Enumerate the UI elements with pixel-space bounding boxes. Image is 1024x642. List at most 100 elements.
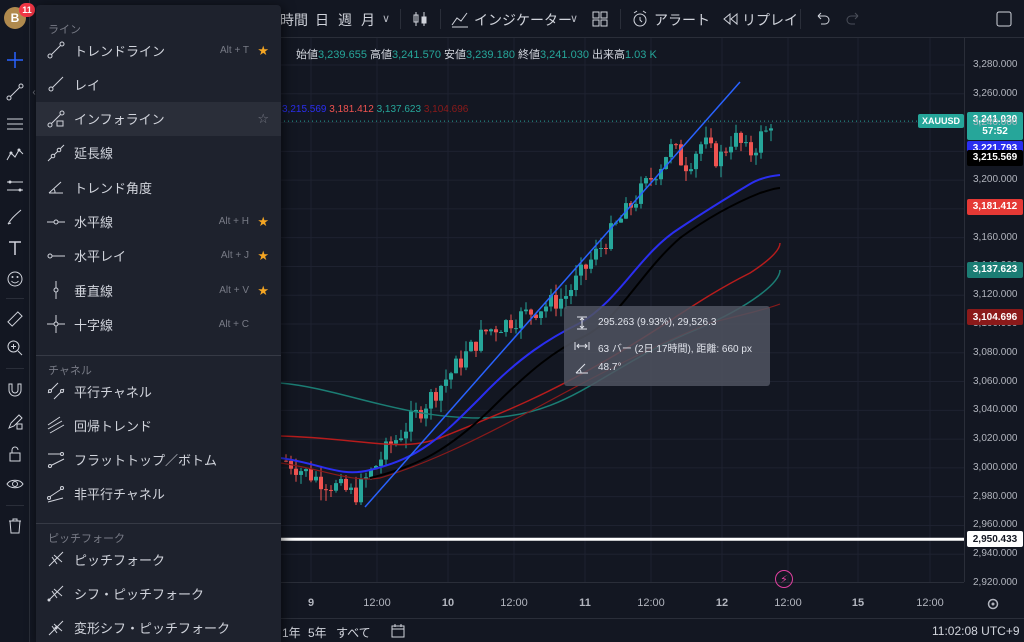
indicators-button[interactable]: インジケーター: [474, 12, 572, 28]
menu-item-pitchfork[interactable]: ピッチフォーク: [36, 542, 281, 576]
candle-body: [644, 178, 648, 184]
candle-body: [389, 441, 393, 444]
menu-item-label: 非平行チャネル: [74, 487, 165, 503]
menu-item-shortcut: Alt + H: [218, 216, 249, 227]
price-tick: 2,960.000: [973, 519, 1018, 531]
timeframe-week[interactable]: 週: [338, 12, 352, 28]
time-tick: 15: [851, 597, 865, 609]
pattern-tool-icon[interactable]: [3, 143, 27, 167]
clock-timezone[interactable]: 11:02:08 UTC+9: [932, 624, 1020, 638]
favorite-star-icon[interactable]: ★: [257, 282, 269, 298]
timeframe-month[interactable]: 月: [361, 12, 375, 28]
candle-body: [584, 264, 588, 269]
menu-item-trend-line[interactable]: トレンドライン Alt + T ★: [36, 33, 281, 67]
alert-button[interactable]: アラート: [654, 12, 710, 28]
menu-item-modified-schiff-pitchfork[interactable]: 変形シフ・ピッチフォーク: [36, 611, 281, 642]
lock-drawing-pencil-icon[interactable]: [3, 410, 27, 434]
candle-body: [679, 144, 683, 166]
trash-icon[interactable]: [3, 514, 27, 538]
ruler-icon[interactable]: [3, 307, 27, 331]
indicators-icon[interactable]: [450, 9, 470, 29]
fullscreen-icon[interactable]: [994, 9, 1014, 29]
extended-line-icon: [46, 143, 66, 163]
forecast-tool-icon[interactable]: [3, 174, 27, 198]
menu-item-ray[interactable]: レイ: [36, 67, 281, 101]
emoji-icon[interactable]: [3, 267, 27, 291]
moving-average-legend: 3,215.569 3,181.412 3,137.623 3,104.696: [282, 104, 468, 115]
toolbar-divider: [6, 298, 24, 299]
candle-body: [439, 385, 443, 401]
magnet-icon[interactable]: [3, 378, 27, 402]
menu-item-cross-line[interactable]: 十字線 Alt + C: [36, 307, 281, 341]
axis-settings-gear-icon[interactable]: [986, 597, 1000, 611]
favorite-star-icon[interactable]: ★: [257, 214, 269, 229]
collapse-chevron-icon[interactable]: ‹: [32, 86, 36, 98]
toolbar-divider: [6, 505, 24, 506]
menu-item-horizontal-ray[interactable]: 水平レイ Alt + J ★: [36, 239, 281, 273]
redo-icon[interactable]: [844, 9, 864, 29]
candle-body: [514, 328, 518, 330]
timeframe-day[interactable]: 日: [315, 12, 329, 28]
favorite-star-icon[interactable]: ★: [257, 42, 269, 58]
alarm-clock-icon[interactable]: [630, 9, 650, 29]
trend-angle-icon: [46, 177, 66, 197]
time-axis[interactable]: ⚡ 9 12:00 10 12:00 11 12:00 12 12:00 15 12:00: [280, 570, 999, 618]
eye-icon[interactable]: [3, 472, 27, 496]
replay-button[interactable]: リプレイ: [742, 12, 798, 28]
go-to-date-icon[interactable]: [390, 623, 406, 639]
timeframe-hour[interactable]: 時間: [280, 12, 308, 28]
add-favorite-star-icon[interactable]: ☆: [257, 111, 269, 127]
menu-item-parallel-channel[interactable]: 平行チャネル: [36, 374, 281, 408]
text-tool-icon[interactable]: [3, 236, 27, 260]
favorite-star-icon[interactable]: ★: [257, 248, 269, 264]
trend-line-tool-icon[interactable]: [3, 80, 27, 104]
fib-retracement-icon[interactable]: [3, 112, 27, 136]
timeframe-dropdown-icon[interactable]: ∨: [382, 13, 391, 25]
parallel-channel-icon: [46, 381, 66, 401]
layout-grid-icon[interactable]: [590, 9, 610, 29]
candle-body: [509, 320, 513, 329]
candle-body: [714, 143, 718, 167]
range-1y[interactable]: 1年: [282, 626, 301, 640]
candle-body: [354, 487, 358, 503]
crosshair-icon[interactable]: [3, 48, 27, 72]
lightning-icon[interactable]: ⚡: [775, 570, 793, 588]
time-tick: 12:00: [500, 597, 528, 609]
candle-body: [594, 248, 598, 260]
range-5y[interactable]: 5年: [308, 626, 327, 640]
close-value: 3,241.030: [540, 49, 589, 61]
menu-item-vertical-line[interactable]: 垂直線 Alt + V ★: [36, 273, 281, 307]
candle-body: [719, 151, 723, 167]
candles-chart-type-icon[interactable]: [410, 9, 430, 29]
menu-item-trend-angle[interactable]: トレンド角度: [36, 170, 281, 204]
candle-body: [429, 392, 433, 409]
range-all[interactable]: すべて: [336, 626, 371, 640]
undo-icon[interactable]: [812, 9, 832, 29]
menu-item-extended-line[interactable]: 延長線: [36, 136, 281, 170]
zoom-in-icon[interactable]: [3, 336, 27, 360]
price-axis[interactable]: 3,241.030 57:52 3,280.000 3,260.000 3,240.…: [964, 38, 1024, 588]
replay-rewind-icon[interactable]: [720, 9, 740, 29]
candle-body: [539, 311, 543, 319]
menu-item-schiff-pitchfork[interactable]: シフ・ピッチフォーク: [36, 576, 281, 610]
ohlc-legend: 始値3,239.655 高値3,241.570 安値3,239.180 終値3,…: [296, 46, 657, 62]
indicators-dropdown-icon[interactable]: ∨: [570, 13, 579, 25]
candle-body: [534, 314, 538, 319]
price-level-tag: 3,181.412: [967, 198, 1023, 215]
menu-item-label: トレンドライン: [74, 43, 166, 59]
candle-body: [364, 477, 368, 479]
menu-item-disjoint-channel[interactable]: 非平行チャネル: [36, 477, 281, 511]
menu-item-regression-trend[interactable]: 回帰トレンド: [36, 408, 281, 442]
menu-item-label: 水平レイ: [74, 249, 127, 265]
ma-value-1: 3,215.569: [282, 104, 327, 115]
lock-icon[interactable]: [3, 442, 27, 466]
candle-body: [659, 169, 663, 180]
candle-body: [749, 142, 753, 156]
menu-item-label: フラットトップ／ボトム: [74, 453, 218, 469]
menu-item-info-line[interactable]: インフォライン ☆: [36, 101, 281, 136]
menu-item-flat-top-bottom[interactable]: フラットトップ／ボトム: [36, 443, 281, 477]
candle-body: [589, 259, 593, 269]
menu-item-horizontal-line[interactable]: 水平線 Alt + H ★: [36, 205, 281, 239]
price-tick: 2,940.000: [973, 548, 1018, 560]
brush-icon[interactable]: [3, 205, 27, 229]
